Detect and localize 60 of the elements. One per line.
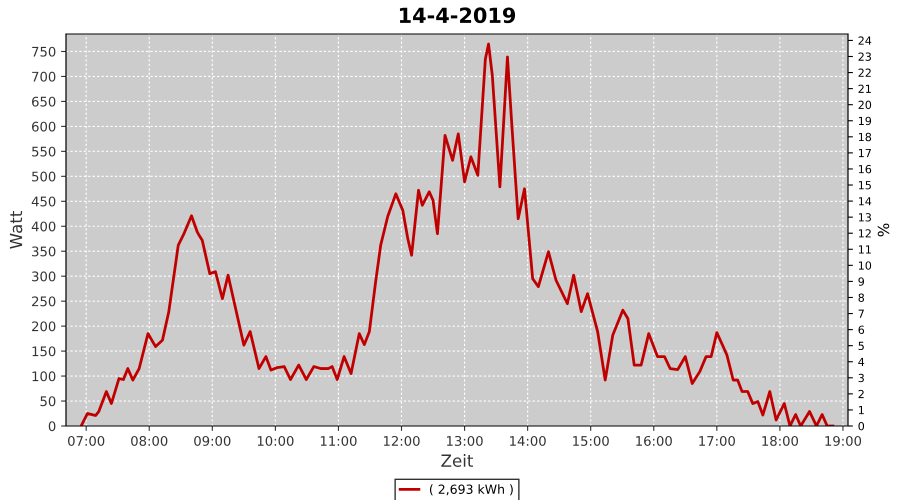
y2-tick-label: 5 bbox=[858, 342, 864, 350]
y-tick-label: 550 bbox=[32, 146, 56, 157]
chart-title: 14-4-2019 bbox=[400, 7, 516, 24]
y-tick-label: 700 bbox=[32, 72, 56, 82]
y-tick-label: 300 bbox=[32, 271, 56, 282]
y-tick-label: 650 bbox=[32, 96, 56, 107]
y2-tick-label: 7 bbox=[858, 310, 864, 318]
y-tick-label: 750 bbox=[32, 46, 56, 57]
y-tick-label: 500 bbox=[32, 172, 56, 182]
x-tick-label: 08:00 bbox=[131, 436, 168, 446]
y-tick-label: 50 bbox=[40, 396, 56, 406]
y2-tick-label: 18 bbox=[858, 132, 872, 142]
y2-tick-label: 0 bbox=[858, 422, 864, 430]
y2-tick-label: 1 bbox=[858, 406, 864, 414]
y2-tick-label: 11 bbox=[858, 245, 871, 254]
x-tick-label: 11:00 bbox=[320, 436, 357, 446]
y2-tick-label: 24 bbox=[858, 36, 872, 45]
y-tick-label: 600 bbox=[32, 122, 56, 132]
y2-tick-label: 22 bbox=[858, 68, 871, 77]
x-tick-label: 19:00 bbox=[825, 436, 862, 446]
legend-label: ( 2,693 kWh ) bbox=[430, 484, 513, 496]
x-tick-label: 10:00 bbox=[258, 436, 294, 446]
x-tick-label: 07:00 bbox=[68, 436, 104, 446]
y2-tick-label: 23 bbox=[858, 52, 871, 61]
y2-tick-label: 20 bbox=[858, 100, 872, 110]
y2-tick-label: 12 bbox=[858, 229, 871, 238]
y-axis-title: Watt bbox=[10, 211, 22, 249]
y2-tick-label: 15 bbox=[858, 181, 871, 190]
y2-tick-label: 13 bbox=[858, 213, 871, 222]
y2-tick-label: 21 bbox=[858, 84, 871, 93]
y2-tick-label: 10 bbox=[858, 261, 872, 270]
y2-tick-label: 6 bbox=[858, 326, 864, 334]
y-tick-label: 200 bbox=[32, 321, 56, 332]
y-tick-label: 400 bbox=[32, 221, 56, 232]
y2-tick-label: 2 bbox=[858, 390, 864, 398]
x-tick-label: 09:00 bbox=[194, 436, 230, 446]
x-tick-label: 14:00 bbox=[510, 436, 546, 446]
x-tick-label: 12:00 bbox=[384, 436, 420, 446]
y2-tick-label: 16 bbox=[858, 164, 872, 174]
y2-tick-label: 4 bbox=[858, 358, 864, 366]
y-tick-label: 250 bbox=[32, 296, 56, 306]
x-tick-label: 15:00 bbox=[573, 436, 609, 446]
y2-tick-label: 8 bbox=[858, 293, 864, 302]
y2-tick-label: 14 bbox=[858, 197, 872, 206]
x-tick-label: 17:00 bbox=[699, 436, 735, 446]
x-tick-label: 16:00 bbox=[636, 436, 672, 446]
y-tick-label: 0 bbox=[48, 421, 56, 432]
y-tick-label: 100 bbox=[32, 371, 56, 382]
y-tick-label: 150 bbox=[32, 346, 56, 356]
x-tick-label: 13:00 bbox=[447, 436, 483, 446]
y-tick-label: 450 bbox=[32, 196, 56, 206]
y-tick-label: 350 bbox=[32, 246, 56, 256]
x-axis-title: Zeit bbox=[441, 454, 474, 467]
y2-tick-label: 17 bbox=[858, 149, 871, 158]
y2-tick-label: 19 bbox=[858, 116, 872, 126]
y2-tick-label: 3 bbox=[858, 374, 864, 382]
y2-tick-label: 9 bbox=[858, 277, 864, 286]
x-tick-label: 18:00 bbox=[762, 436, 798, 446]
line-series bbox=[80, 42, 834, 426]
y2-axis-title: % bbox=[878, 224, 890, 236]
